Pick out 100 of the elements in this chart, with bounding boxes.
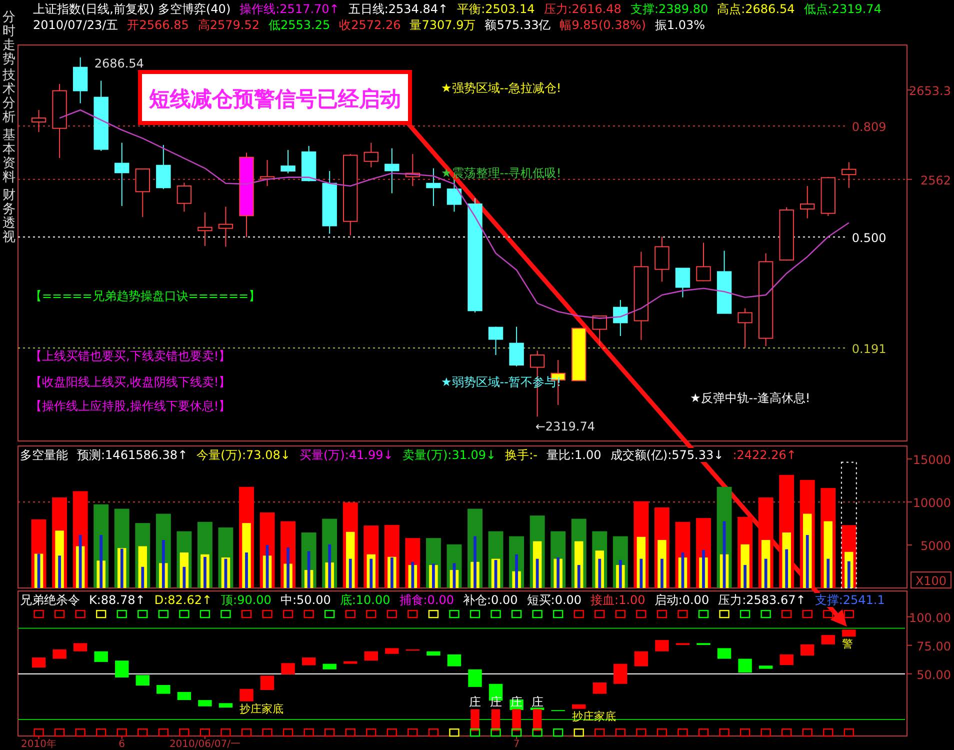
bar	[426, 651, 440, 656]
bar	[370, 558, 373, 588]
y-tick-label: 2562	[920, 173, 951, 188]
text: 振1.03%	[654, 18, 706, 32]
bar	[577, 564, 580, 588]
annotation: 【上线买错也要买,下线卖错也要卖!】	[30, 349, 231, 363]
bar	[390, 557, 394, 588]
bar	[614, 664, 628, 684]
bar	[136, 675, 150, 686]
text: 额575.33亿	[484, 18, 551, 32]
text: 开2566.85	[127, 18, 189, 32]
annotation: 短买:0.00	[526, 593, 582, 607]
text: X100	[915, 574, 947, 588]
annotation: 预测:1461586.38↑	[77, 448, 188, 462]
bar	[702, 550, 705, 588]
y-tick-label: 2653.3	[909, 84, 951, 98]
bar	[182, 566, 186, 588]
bar	[758, 666, 773, 669]
candlestick	[509, 326, 524, 367]
text: 低点:2319.74	[804, 2, 882, 16]
candlestick	[135, 168, 150, 218]
bar	[806, 534, 809, 588]
data-label: 警	[842, 638, 854, 651]
candlestick	[654, 236, 670, 282]
text: 幅9.85(0.38%)	[560, 18, 646, 32]
annotation: 补仓:0.00	[463, 593, 518, 607]
annotation: 成交额(亿):575.33↓	[610, 448, 724, 462]
bar	[785, 549, 788, 588]
bar	[536, 558, 539, 588]
bar	[474, 536, 476, 588]
bar	[800, 644, 814, 656]
text: 分时走势	[2, 10, 16, 67]
bar	[432, 564, 435, 588]
bar	[447, 654, 462, 666]
annotation: 【操作线上应持股,操作线下要休息!】	[30, 399, 231, 413]
text: 平衡:2503.14	[457, 2, 535, 16]
text: 2010/07/23/五	[33, 18, 118, 32]
annotation: 换手:-	[505, 448, 538, 462]
annotation: 压力:2583.67↑	[718, 593, 806, 607]
bar	[532, 709, 542, 731]
y2-tick-label: 0.191	[852, 342, 886, 356]
bar	[204, 556, 206, 588]
bar	[307, 551, 310, 588]
bar	[364, 651, 378, 661]
text: 高点:2686.54	[717, 2, 795, 16]
bar	[218, 703, 233, 708]
y-tick-label: 75.00	[916, 639, 951, 654]
annotation: D:82.62↑	[154, 593, 212, 607]
annotation: 接血:1.00	[590, 593, 646, 607]
bar	[592, 682, 606, 694]
annotation: 捕食:0.00	[399, 593, 454, 607]
bar	[322, 664, 336, 670]
annotation: ←2319.74	[535, 420, 596, 434]
bar	[634, 651, 648, 666]
text: 收2572.26	[339, 18, 401, 32]
bar	[385, 648, 399, 654]
bar	[177, 692, 192, 700]
bar	[115, 660, 129, 678]
x-tick-label: 2010年	[21, 738, 56, 750]
annotation: 【收盘阳线上线买,收盘阴线下线卖!】	[30, 375, 231, 389]
candlestick	[446, 179, 462, 212]
bar	[842, 630, 856, 637]
annotation: ★强势区域--急拉减仓!	[441, 81, 562, 95]
text: 低2553.25	[268, 18, 330, 32]
text: 支撑:2389.80	[630, 2, 708, 16]
annotation: 短线减仓预警信号已经启动	[148, 87, 401, 111]
annotation: 支撑:2541.1	[814, 593, 885, 607]
bar	[640, 558, 643, 588]
candlestick	[156, 144, 171, 190]
candlestick	[198, 212, 212, 247]
y2-tick-label: 0.809	[852, 120, 886, 134]
annotation: 2686.54	[94, 56, 144, 70]
candlestick	[530, 350, 545, 418]
text: 量7307.9万	[410, 18, 476, 32]
bar	[348, 558, 352, 588]
bar	[260, 676, 274, 690]
candlestick	[176, 182, 192, 212]
annotation: ★反弹中轨--逢高休息!	[690, 391, 810, 405]
bar	[660, 558, 664, 588]
bar	[94, 651, 108, 662]
candlestick	[114, 142, 130, 206]
annotation: 【=====兄弟趋势操盘口诀======】	[30, 289, 261, 303]
bar	[52, 649, 66, 659]
bar	[32, 658, 46, 668]
chart-title: 多空量能	[20, 448, 68, 462]
bar	[156, 685, 170, 694]
y-tick-label: 5000	[920, 538, 951, 553]
text: 操作线:2517.70↑	[240, 2, 340, 16]
annotation: 顶:90.00	[221, 593, 272, 607]
bar	[78, 534, 82, 588]
bar	[468, 669, 482, 687]
bar	[556, 557, 560, 588]
bar	[58, 556, 61, 588]
text: 高2579.52	[198, 18, 260, 32]
y2-tick-label: 0.500	[852, 230, 886, 245]
chart-title: 兄弟绝杀令	[20, 593, 80, 607]
bar	[821, 635, 835, 644]
annotation: K:88.78↑	[89, 593, 146, 607]
y-tick-label: 15000	[912, 452, 951, 467]
bar	[744, 564, 747, 588]
